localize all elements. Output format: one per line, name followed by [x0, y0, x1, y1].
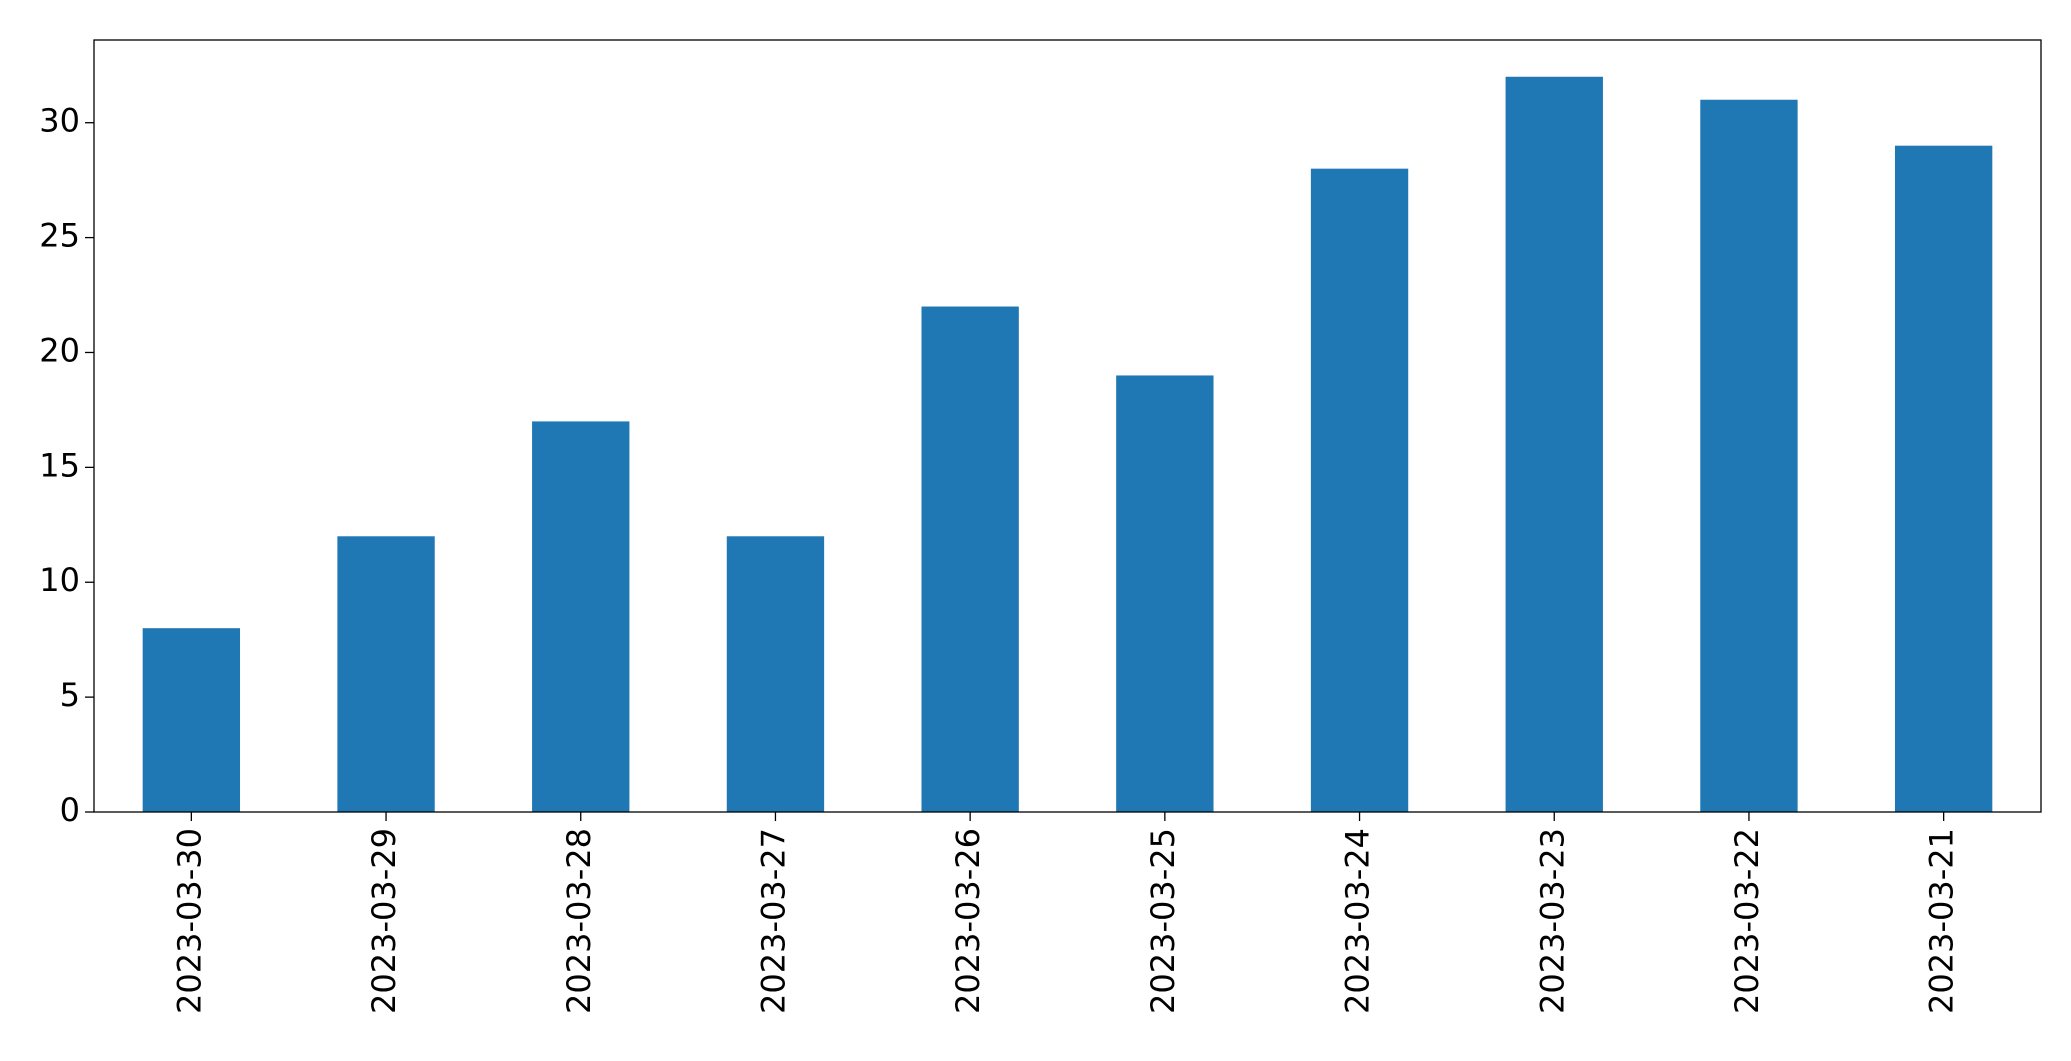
bar: [142, 628, 241, 812]
bar: [1894, 145, 1993, 812]
x-tick-label: 2023-03-21: [1923, 828, 1961, 1014]
y-tick-label: 5: [60, 676, 80, 714]
bar: [532, 421, 630, 812]
bar: [921, 306, 1019, 812]
bar: [1505, 76, 1603, 812]
y-tick-label: 0: [60, 791, 80, 829]
bar: [726, 536, 825, 812]
x-tick-label: 2023-03-22: [1728, 828, 1766, 1014]
y-tick-label: 30: [39, 102, 80, 140]
y-tick-label: 15: [39, 446, 80, 484]
bar: [1700, 99, 1798, 812]
bar: [337, 536, 435, 812]
y-tick-label: 10: [39, 561, 80, 599]
x-tick-label: 2023-03-29: [365, 828, 403, 1014]
x-tick-label: 2023-03-28: [560, 828, 598, 1014]
x-tick-label: 2023-03-23: [1533, 828, 1571, 1014]
x-tick-label: 2023-03-27: [754, 828, 792, 1014]
x-tick-label: 2023-03-26: [949, 828, 987, 1014]
plot-frame: [93, 39, 2042, 813]
bar: [1310, 168, 1409, 812]
x-tick-label: 2023-03-24: [1339, 828, 1377, 1014]
x-tick-label: 2023-03-30: [170, 828, 208, 1014]
y-tick-label: 25: [39, 217, 80, 255]
bar: [1116, 375, 1214, 812]
x-tick-label: 2023-03-25: [1144, 828, 1182, 1014]
y-tick-label: 20: [39, 331, 80, 369]
